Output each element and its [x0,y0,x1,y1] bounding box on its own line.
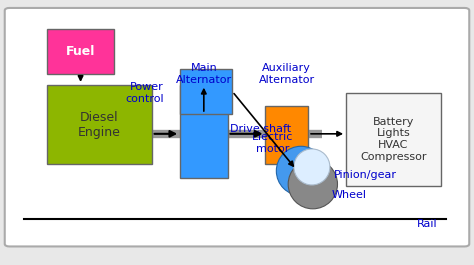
Ellipse shape [276,146,326,196]
Text: Fuel: Fuel [66,45,95,58]
Text: Rail: Rail [417,219,438,229]
Text: Main
Alternator: Main Alternator [176,63,232,85]
Bar [47,29,114,74]
Text: Drive shaft: Drive shaft [230,123,291,134]
Ellipse shape [294,149,330,185]
Text: Electric
motor: Electric motor [252,132,293,154]
Bar [346,93,441,186]
Text: Wheel: Wheel [332,190,367,200]
Text: Pinion/gear: Pinion/gear [334,170,397,180]
Text: Diesel
Engine: Diesel Engine [78,111,121,139]
Text: Power
control: Power control [125,82,164,104]
Bar [180,85,228,178]
Bar [265,106,308,164]
Text: Battery
Lights
HVAC
Compressor: Battery Lights HVAC Compressor [360,117,427,162]
Bar [47,85,152,164]
Text: Auxiliary
Alternator: Auxiliary Alternator [259,63,315,85]
Ellipse shape [288,160,337,209]
FancyBboxPatch shape [5,8,469,246]
Bar [180,69,232,114]
